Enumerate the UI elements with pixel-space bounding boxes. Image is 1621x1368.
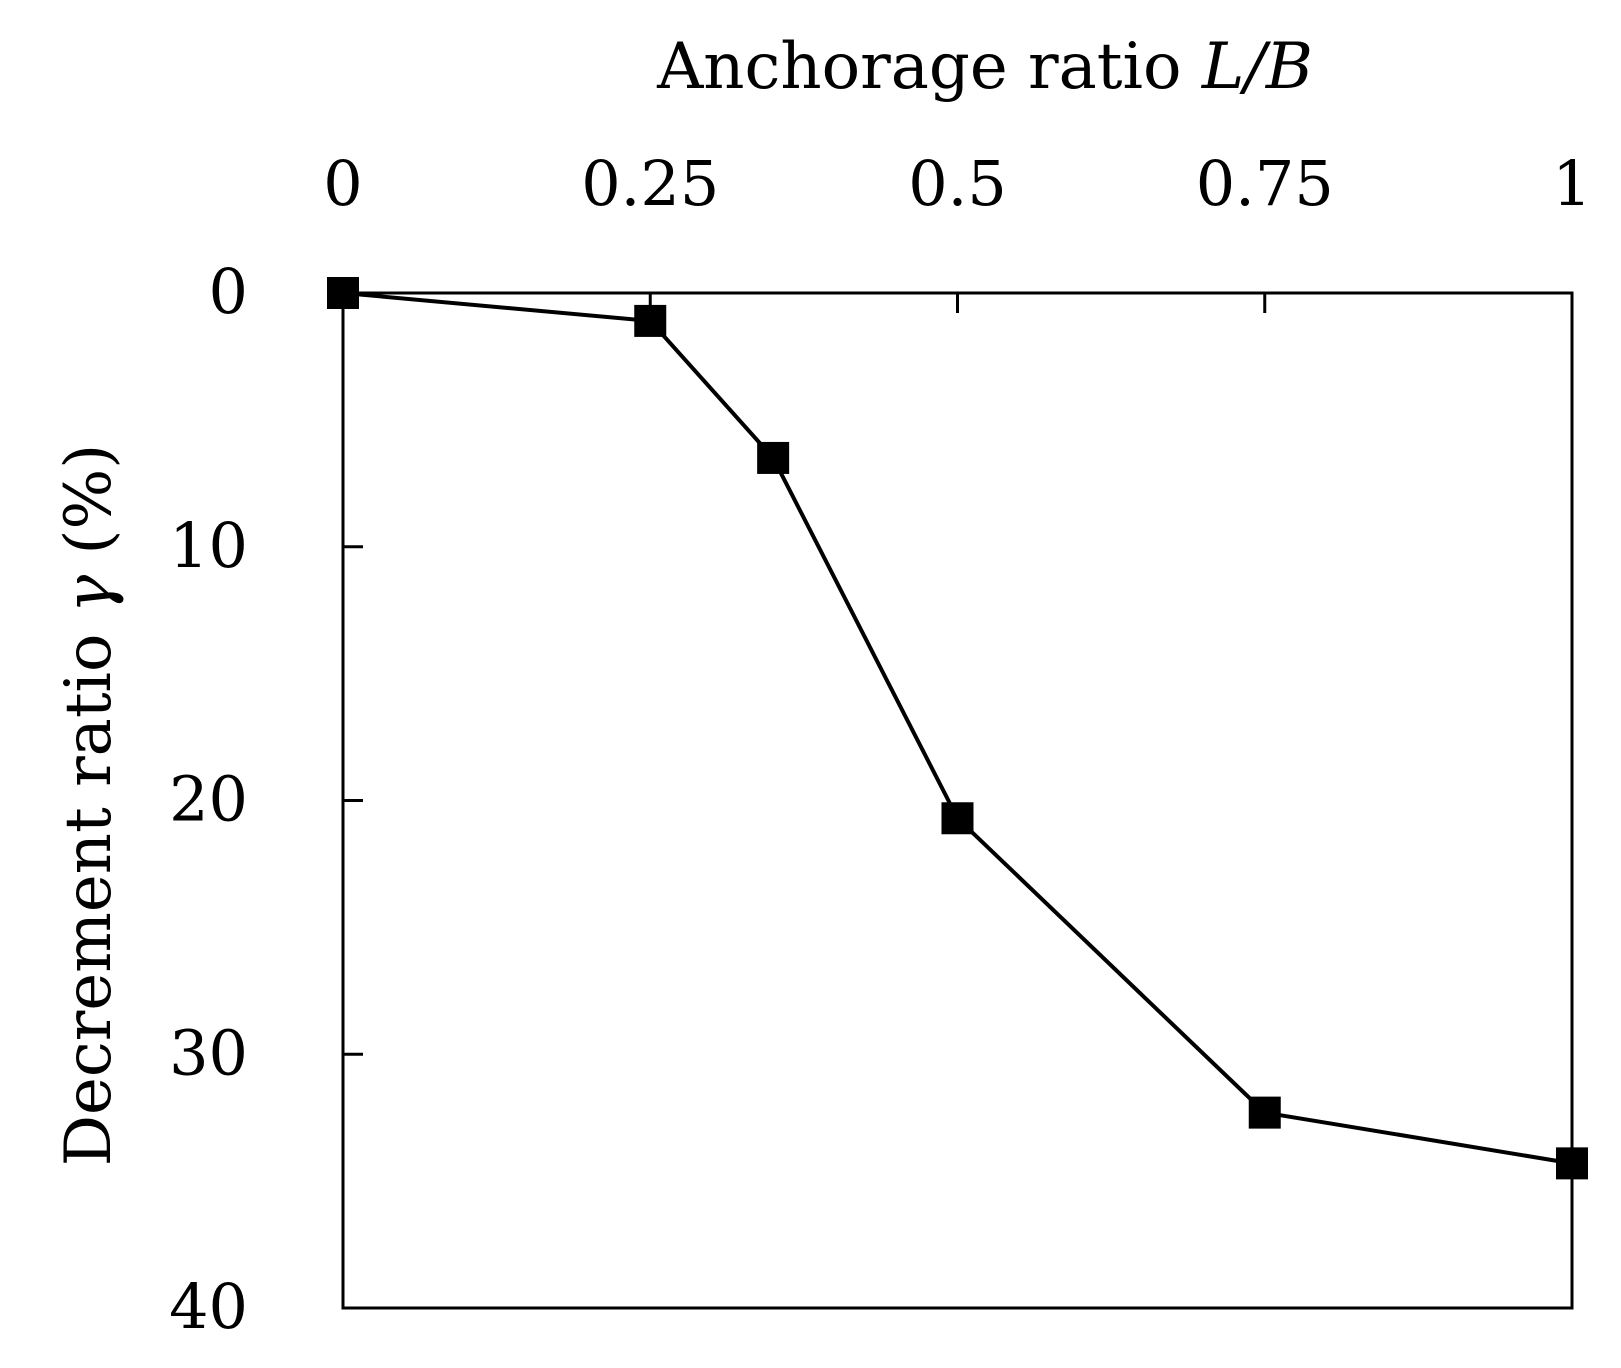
plot-frame	[341, 291, 1574, 1310]
x-tick-label: 1	[1552, 147, 1591, 220]
series-line	[342, 291, 1573, 1166]
x-axis-title: Anchorage ratio L/B	[656, 30, 1313, 104]
y-axis-title: Decrement ratio γ (%)	[52, 444, 126, 1167]
y-tick-label: 30	[169, 1016, 248, 1089]
x-axis-ticks: 0 0.25 0.5 0.75 1	[323, 147, 1592, 313]
data-point-marker	[1248, 1096, 1281, 1129]
x-tick-label: 0.25	[581, 147, 719, 220]
plot-frame-group	[341, 291, 1574, 1310]
x-tick-label: 0.75	[1196, 147, 1334, 220]
data-point-marker	[327, 277, 359, 309]
x-tick-label: 0	[323, 147, 362, 220]
data-point-marker	[941, 802, 974, 835]
data-point-marker	[757, 441, 790, 474]
y-tick-label: 0	[209, 255, 248, 328]
y-tick-label: 10	[169, 509, 248, 582]
y-tick-label: 40	[169, 1270, 248, 1343]
x-tick-label: 0.5	[908, 147, 1007, 220]
y-axis-ticks: 0 10 20 30 40	[169, 255, 363, 1343]
data-point-marker	[634, 304, 667, 337]
data-point-marker	[1556, 1147, 1588, 1180]
y-tick-label: 20	[169, 763, 248, 836]
series-group	[327, 277, 1588, 1180]
